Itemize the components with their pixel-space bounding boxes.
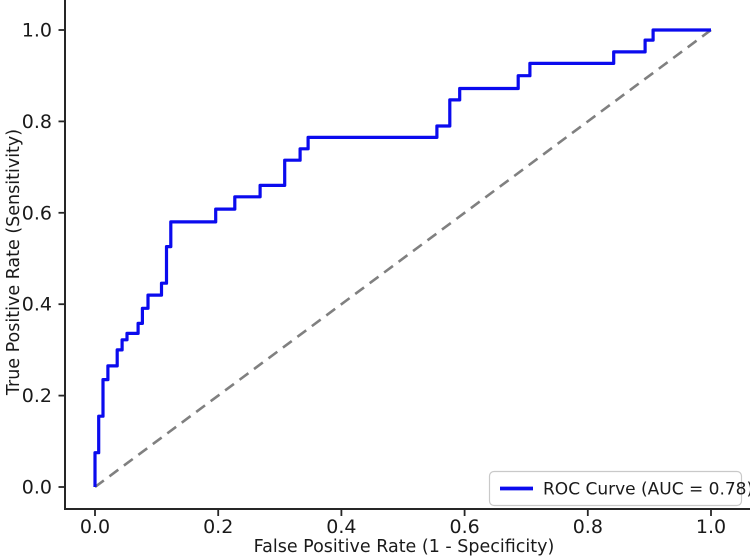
y-axis-ticks: [58, 29, 65, 488]
y-tick-label: 0.8: [22, 111, 52, 133]
y-tick-labels: 0.0 0.2 0.4 0.6 0.8 1.0: [22, 20, 52, 499]
x-tick-label: 0.8: [573, 516, 603, 538]
x-tick-label: 0.4: [326, 516, 356, 538]
x-tick-label: 0.6: [449, 516, 479, 538]
chance-diagonal-line: [94, 28, 712, 489]
roc-curve-line: [93, 28, 711, 487]
x-axis-ticks: [94, 509, 712, 516]
y-tick-label: 0.6: [22, 202, 52, 224]
y-tick-label: 1.0: [22, 20, 52, 42]
x-axis-label: False Positive Rate (1 - Specificity): [254, 537, 555, 557]
y-tick-label: 0.0: [22, 477, 52, 499]
x-tick-label: 0.2: [203, 516, 233, 538]
legend: ROC Curve (AUC = 0.78): [488, 470, 750, 507]
y-tick-label: 0.4: [22, 294, 52, 316]
x-tick-label: 0.0: [80, 516, 110, 538]
x-tick-labels: 0.0 0.2 0.4 0.6 0.8 1.0: [80, 516, 726, 538]
y-axis-label: True Positive Rate (Sensitivity): [4, 129, 24, 396]
legend-label: ROC Curve (AUC = 0.78): [543, 480, 750, 500]
x-tick-label: 1.0: [696, 516, 726, 538]
legend-box: [488, 470, 743, 507]
y-tick-label: 0.2: [22, 385, 52, 407]
